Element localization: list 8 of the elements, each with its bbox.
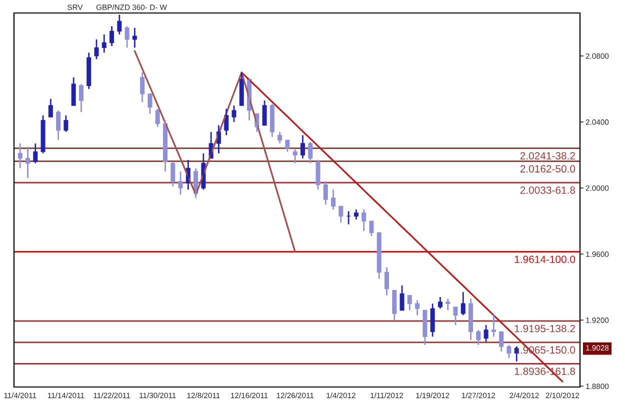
ref-line-label: 1.9195-138.2: [514, 324, 575, 332]
ref-line-label: 2.0241-38.2: [520, 152, 575, 160]
ref-line-label: 1.9614-100.0: [514, 256, 576, 264]
line-series: [134, 50, 296, 253]
ref-line-label: 2.0033-61.8: [520, 186, 576, 194]
ref-line-label: 2.0162-50.0: [520, 165, 576, 173]
candlestick: [94, 38, 99, 60]
candlestick: [453, 306, 458, 326]
